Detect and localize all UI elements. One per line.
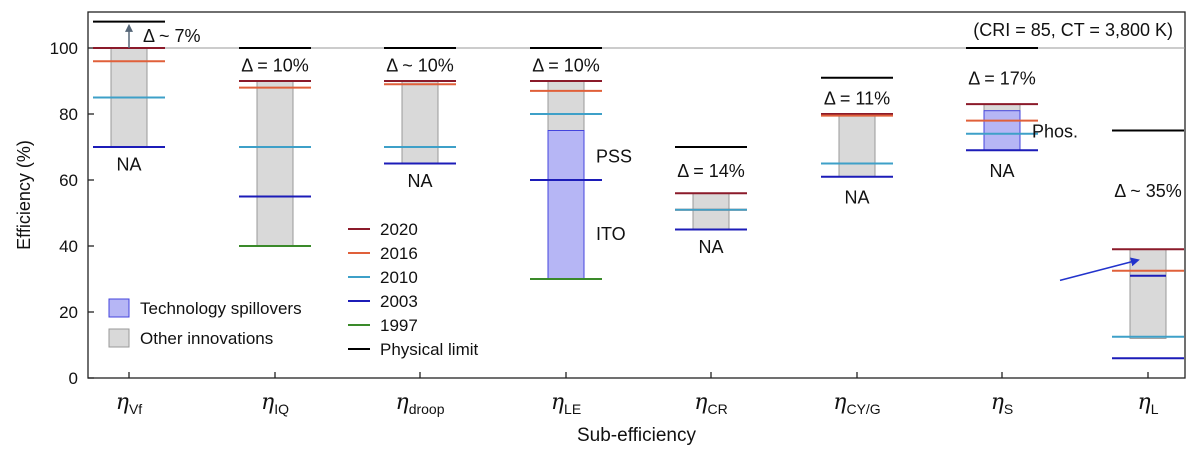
plot-frame	[87, 11, 1186, 379]
y-tick-label: 100	[50, 39, 78, 58]
legend-swatch	[108, 328, 130, 348]
x-tick-label: ηL	[1138, 390, 1159, 417]
x-tick-subscript: LE	[564, 401, 581, 417]
bar-other-innovations	[256, 80, 294, 247]
delta-label: Δ ~ 10%	[386, 56, 454, 76]
x-tick-subscript: IQ	[274, 401, 289, 417]
y-tick-label: 60	[59, 171, 78, 190]
delta-label: Δ ~ 7%	[143, 26, 201, 46]
x-tick-subscript: droop	[409, 401, 445, 417]
legend-label: 2020	[380, 220, 418, 239]
delta-label: Δ = 11%	[824, 89, 890, 109]
x-tick-label: ηS	[991, 390, 1014, 417]
bar-annotation: Phos.	[1032, 122, 1078, 142]
legend-label: 2003	[380, 292, 418, 311]
delta-label: Δ = 10%	[241, 56, 309, 76]
x-tick-label: ηLE	[551, 390, 581, 417]
bar-other-innovations	[692, 192, 730, 230]
delta-label: Δ = 14%	[677, 161, 745, 181]
y-tick-label: 20	[59, 303, 78, 322]
x-tick-subscript: S	[1004, 401, 1013, 417]
legend-label: Other innovations	[140, 329, 273, 348]
x-axis-label: Sub-efficiency	[577, 425, 696, 446]
bar-annotation: NA	[844, 188, 869, 208]
x-tick-label: ηIQ	[261, 390, 289, 417]
y-tick-label: 40	[59, 237, 78, 256]
x-tick-subscript: L	[1151, 401, 1159, 417]
bar-annotation: ITO	[596, 224, 626, 244]
legend-label: Physical limit	[380, 340, 479, 359]
bar-annotation: NA	[116, 155, 141, 175]
corner-note: (CRI = 85, CT = 3,800 K)	[973, 20, 1173, 40]
bar-technology-spillovers	[983, 110, 1021, 151]
x-tick-label: ηVf	[116, 390, 143, 417]
improvement-arrow	[1059, 257, 1140, 282]
y-tick-label: 0	[69, 369, 78, 388]
x-tick-label: ηdroop	[396, 390, 445, 417]
bar-annotation: NA	[989, 161, 1014, 181]
x-tick-subscript: CY/G	[846, 401, 880, 417]
x-tick-label: ηCY/G	[833, 390, 880, 417]
delta-label: Δ ~ 35%	[1114, 181, 1182, 201]
legend-swatch	[108, 298, 130, 318]
x-tick-label: ηCR	[694, 390, 727, 417]
bar-technology-spillovers	[547, 130, 585, 280]
delta-label: Δ = 10%	[532, 56, 600, 76]
x-tick-subscript: CR	[707, 401, 727, 417]
y-tick-label: 80	[59, 105, 78, 124]
legend-label: Technology spillovers	[140, 299, 302, 318]
bar-annotation: PSS	[596, 146, 632, 166]
bar-other-innovations	[838, 113, 876, 178]
delta-label: Δ = 17%	[968, 69, 1036, 89]
bar-annotation: NA	[407, 171, 432, 191]
bar-annotation: NA	[698, 237, 723, 257]
x-tick-subscript: Vf	[129, 401, 142, 417]
y-axis-label: Efficiency (%)	[14, 140, 34, 250]
bar-other-innovations	[401, 80, 439, 164]
legend-label: 2016	[380, 244, 418, 263]
legend-label: 2010	[380, 268, 418, 287]
legend-label: 1997	[380, 316, 418, 335]
bar-other-innovations	[1129, 248, 1167, 339]
